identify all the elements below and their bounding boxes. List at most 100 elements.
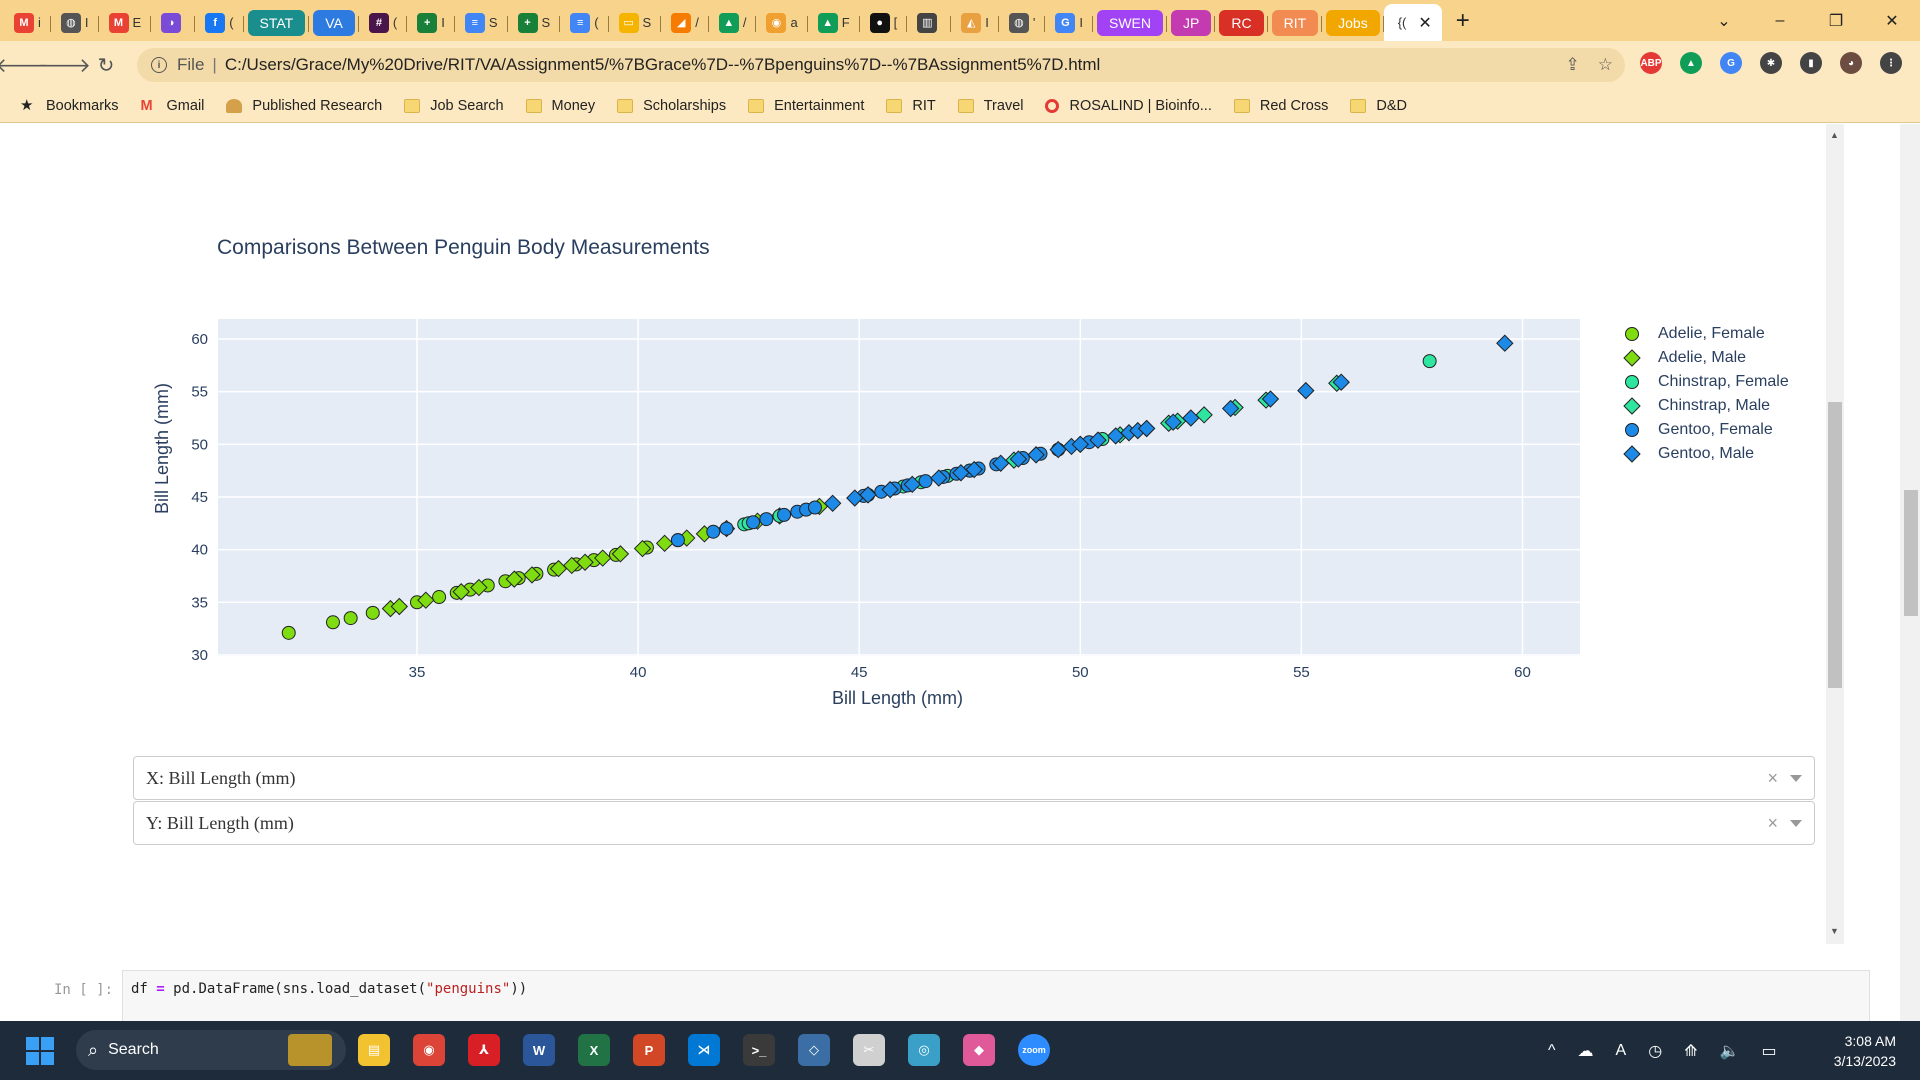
legend-item-chinstrap-female[interactable]: Chinstrap, Female	[1620, 370, 1789, 394]
page-scrollbar[interactable]	[1900, 124, 1920, 1021]
scroll-down-arrow-icon[interactable]: ▼	[1830, 926, 1839, 936]
taskbar-search[interactable]: ⌕ Search	[76, 1030, 346, 1070]
tab-app2[interactable]: ◢ /	[661, 6, 709, 40]
bookmark-gmail[interactable]: M Gmail	[141, 98, 205, 114]
tab-sheets2[interactable]: + S	[508, 6, 561, 40]
vscode-icon[interactable]: ⋊	[688, 1034, 720, 1066]
sidepanel-icon[interactable]: ▮	[1800, 52, 1822, 74]
tab-github[interactable]: ◉ a	[756, 6, 808, 40]
menu-icon[interactable]: ⋮	[1880, 52, 1902, 74]
legend-item-adelie-female[interactable]: Adelie, Female	[1620, 322, 1789, 346]
close-tab-icon[interactable]: ✕	[1418, 14, 1432, 32]
snipping-icon[interactable]: ✂	[853, 1034, 885, 1066]
volume-icon[interactable]: 🔈	[1719, 1042, 1740, 1060]
terminal-icon[interactable]: >_	[743, 1034, 775, 1066]
bookmark-red-cross[interactable]: Red Cross	[1233, 98, 1328, 114]
tab-drive[interactable]: ▲ /	[709, 6, 757, 40]
tab-app5[interactable]: ◭ I	[951, 6, 999, 40]
bookmark-money[interactable]: Money	[525, 98, 595, 114]
bookmark-rit[interactable]: RIT	[886, 98, 936, 114]
tab-sheets[interactable]: + I	[407, 6, 455, 40]
minimize-button[interactable]: –	[1775, 11, 1785, 29]
address-bar[interactable]: i File | C:/Users/Grace/My%20Drive/RIT/V…	[137, 48, 1625, 82]
forward-button[interactable]: 🡒	[37, 54, 91, 77]
y-dropdown-chevron-down-icon[interactable]	[1790, 820, 1802, 827]
tab-slides[interactable]: ▭ S	[609, 6, 662, 40]
legend-item-gentoo-male[interactable]: Gentoo, Male	[1620, 442, 1789, 466]
font-icon[interactable]: A	[1615, 1041, 1627, 1059]
show-hidden-icons[interactable]: ^	[1548, 1041, 1556, 1059]
scroll-up-arrow-icon[interactable]: ▲	[1830, 130, 1839, 140]
x-axis-dropdown[interactable]: X: Bill Length (mm) ×	[133, 756, 1815, 800]
tab-group-rc[interactable]: RC	[1215, 6, 1268, 40]
extensions-icon[interactable]: ✱	[1760, 52, 1782, 74]
share-icon[interactable]: ⇪	[1565, 55, 1580, 74]
site-info-icon[interactable]: i	[151, 57, 167, 73]
y-dropdown-clear-icon[interactable]: ×	[1767, 813, 1778, 833]
paint-icon[interactable]: ◆	[963, 1034, 995, 1066]
clock-app-icon[interactable]: ◷	[1648, 1042, 1663, 1060]
legend-item-gentoo-female[interactable]: Gentoo, Female	[1620, 418, 1789, 442]
battery-icon[interactable]: ▭	[1761, 1042, 1777, 1060]
start-button[interactable]	[26, 1037, 54, 1065]
url-text[interactable]: C:/Users/Grace/My%20Drive/RIT/VA/Assignm…	[224, 55, 1101, 74]
onedrive-icon[interactable]: ☁	[1577, 1042, 1594, 1060]
output-scrollbar-thumb[interactable]	[1828, 402, 1842, 688]
globe-app-icon[interactable]: ◎	[908, 1034, 940, 1066]
reload-button[interactable]: ↻	[97, 54, 115, 77]
y-axis-dropdown[interactable]: Y: Bill Length (mm) ×	[133, 801, 1815, 845]
page-scrollbar-thumb[interactable]	[1904, 490, 1918, 616]
chrome-icon[interactable]: ◉	[413, 1034, 445, 1066]
bookmark-star-icon[interactable]: ☆	[1597, 55, 1613, 74]
tab-docs[interactable]: ≡ S	[455, 6, 508, 40]
tab-group-swen[interactable]: SWEN	[1093, 6, 1167, 40]
translate-icon[interactable]: G	[1720, 52, 1742, 74]
x-dropdown-clear-icon[interactable]: ×	[1767, 768, 1778, 788]
adblock-icon[interactable]: ABP	[1640, 52, 1662, 74]
tab-group-stat[interactable]: STAT	[244, 6, 310, 40]
bookmark-published-research[interactable]: Published Research	[226, 98, 382, 114]
new-tab-button[interactable]: +	[1455, 6, 1470, 34]
tab-app[interactable]: ◑	[151, 6, 196, 40]
tab-facebook[interactable]: f(	[195, 6, 244, 40]
tab-group-va[interactable]: VA	[309, 6, 359, 40]
word-icon[interactable]: W	[523, 1034, 555, 1066]
bookmark-entertainment[interactable]: Entertainment	[748, 98, 864, 114]
tab-app4[interactable]: ▥	[907, 6, 952, 40]
legend-item-chinstrap-male[interactable]: Chinstrap, Male	[1620, 394, 1789, 418]
bookmark-bookmarks[interactable]: ★ Bookmarks	[20, 98, 119, 114]
profile-icon[interactable]: ◕	[1840, 52, 1862, 74]
legend-item-adelie-male[interactable]: Adelie, Male	[1620, 346, 1789, 370]
x-dropdown-chevron-down-icon[interactable]	[1790, 775, 1802, 782]
restore-button[interactable]: ❐	[1828, 12, 1844, 30]
tab-slack[interactable]: #(	[359, 6, 408, 40]
powerpoint-icon[interactable]: P	[633, 1034, 665, 1066]
bookmark-job-search[interactable]: Job Search	[404, 98, 504, 114]
tab-app3[interactable]: ●[	[860, 6, 908, 40]
tab-group-jobs[interactable]: Jobs	[1322, 6, 1384, 40]
tab-web2[interactable]: ◍ '	[999, 6, 1046, 40]
tab-drive2[interactable]: ▲ F	[808, 6, 860, 40]
back-button[interactable]: 🡐	[0, 54, 49, 77]
clock[interactable]: 3:08 AM 3/13/2023	[1834, 1031, 1896, 1071]
output-scrollbar[interactable]: ▲ ▼	[1826, 124, 1844, 944]
file-explorer-icon[interactable]: ▤	[358, 1034, 390, 1066]
bookmark-dnd[interactable]: D&D	[1350, 98, 1407, 114]
tab-docs2[interactable]: ≡(	[560, 6, 609, 40]
tab-group-rit[interactable]: RIT	[1268, 6, 1323, 40]
tab-web[interactable]: ◍ I	[51, 6, 99, 40]
tab-search-icon[interactable]: ⌄	[1717, 12, 1731, 30]
drive-icon[interactable]: ▲	[1680, 52, 1702, 74]
tab-active-notebook[interactable]: {(✕	[1383, 4, 1442, 41]
acrobat-icon[interactable]: ⅄	[468, 1034, 500, 1066]
excel-icon[interactable]: X	[578, 1034, 610, 1066]
tab-group-jp[interactable]: JP	[1167, 6, 1216, 40]
code-editor[interactable]: df = pd.DataFrame(sns.load_dataset("peng…	[122, 970, 1870, 1021]
bookmark-rosalind[interactable]: ROSALIND | Bioinfo...	[1045, 98, 1212, 114]
zoom-icon[interactable]: zoom	[1018, 1034, 1050, 1066]
bookmark-travel[interactable]: Travel	[957, 98, 1023, 114]
bookmark-scholarships[interactable]: Scholarships	[617, 98, 726, 114]
